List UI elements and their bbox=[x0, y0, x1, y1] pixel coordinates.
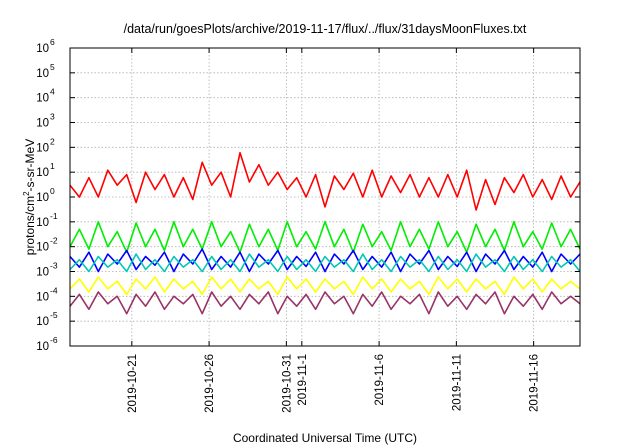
y-tick-label: 100 bbox=[36, 186, 55, 204]
y-tick-base: 10 bbox=[36, 267, 49, 279]
y-tick-exponent: -2 bbox=[50, 236, 58, 246]
y-tick-base: 10 bbox=[36, 142, 49, 154]
grid-lines bbox=[70, 48, 580, 346]
y-tick-base: 10 bbox=[36, 68, 49, 80]
y-tick-base: 10 bbox=[36, 291, 49, 303]
y-tick-label: 103 bbox=[36, 112, 55, 130]
y-tick-label: 105 bbox=[36, 62, 55, 80]
x-tick-label: 2019-10-26 bbox=[204, 354, 216, 413]
y-tick-base: 10 bbox=[36, 167, 49, 179]
y-tick-base: 10 bbox=[36, 217, 49, 229]
y-tick-exponent: 6 bbox=[50, 37, 55, 47]
plot-frame bbox=[69, 47, 581, 347]
x-tick-label: 2019-11-16 bbox=[529, 354, 541, 412]
chart-title: /data/run/goesPlots/archive/2019-11-17/f… bbox=[124, 22, 527, 36]
y-tick-exponent: 2 bbox=[50, 136, 55, 146]
y-tick-exponent: -3 bbox=[50, 261, 58, 271]
y-tick-label: 10-2 bbox=[36, 236, 58, 254]
y-tick-label: 10-1 bbox=[36, 211, 58, 229]
y-tick-exponent: -4 bbox=[50, 285, 58, 295]
x-tick-label: 2019-10-31 bbox=[281, 354, 293, 413]
y-tick-exponent: 0 bbox=[50, 186, 55, 196]
x-tick-label: 2019-11-1 bbox=[297, 354, 309, 406]
y-tick-label: 106 bbox=[36, 37, 55, 55]
y-tick-label: 10-3 bbox=[36, 261, 58, 279]
series-line-6 bbox=[69, 291, 581, 315]
x-axis-label: Coordinated Universal Time (UTC) bbox=[233, 431, 417, 445]
y-axis-label-rest: -s-sr-MeV bbox=[23, 139, 37, 192]
y-tick-base: 10 bbox=[36, 316, 49, 328]
y-tick-exponent: 4 bbox=[50, 87, 55, 97]
y-tick-exponent: -5 bbox=[50, 310, 58, 320]
y-axis-label-base: protons/cm bbox=[23, 196, 37, 255]
y-axis-label: protons/cm2-s-sr-MeV bbox=[22, 139, 37, 255]
y-tick-label: 10-5 bbox=[36, 310, 58, 328]
y-tick-exponent: -1 bbox=[50, 211, 58, 221]
series-line-1 bbox=[69, 152, 581, 211]
y-tick-exponent: 5 bbox=[50, 62, 55, 72]
y-tick-exponent: -6 bbox=[50, 335, 58, 345]
series-line-3 bbox=[69, 248, 581, 273]
y-tick-label: 101 bbox=[36, 161, 55, 179]
y-tick-exponent: 1 bbox=[50, 161, 55, 171]
y-tick-label: 102 bbox=[36, 136, 55, 154]
y-tick-label: 10-4 bbox=[36, 285, 58, 303]
y-tick-exponent: 3 bbox=[50, 112, 55, 122]
y-tick-base: 10 bbox=[36, 192, 49, 204]
y-axis: 10-610-510-410-310-210-11001011021031041… bbox=[36, 37, 580, 353]
series-line-2 bbox=[69, 221, 581, 253]
x-tick-label: 2019-10-21 bbox=[127, 354, 139, 413]
x-tick-label: 2019-11-6 bbox=[374, 354, 386, 406]
series-layer bbox=[69, 152, 581, 315]
x-axis: 2019-10-21 2019-10-26 2019-10-31 2019-11-1 2… bbox=[127, 48, 541, 413]
series-line-4 bbox=[69, 253, 581, 273]
y-axis-label-sup: 2 bbox=[22, 191, 31, 196]
y-tick-base: 10 bbox=[36, 341, 49, 353]
y-tick-base: 10 bbox=[36, 242, 49, 254]
x-tick-label: 2019-11-11 bbox=[451, 354, 463, 411]
y-tick-base: 10 bbox=[36, 93, 49, 105]
y-tick-base: 10 bbox=[36, 43, 49, 55]
series-line-5 bbox=[69, 276, 581, 296]
y-tick-label: 104 bbox=[36, 87, 55, 105]
y-tick-base: 10 bbox=[36, 118, 49, 130]
y-tick-label: 10-6 bbox=[36, 335, 58, 353]
